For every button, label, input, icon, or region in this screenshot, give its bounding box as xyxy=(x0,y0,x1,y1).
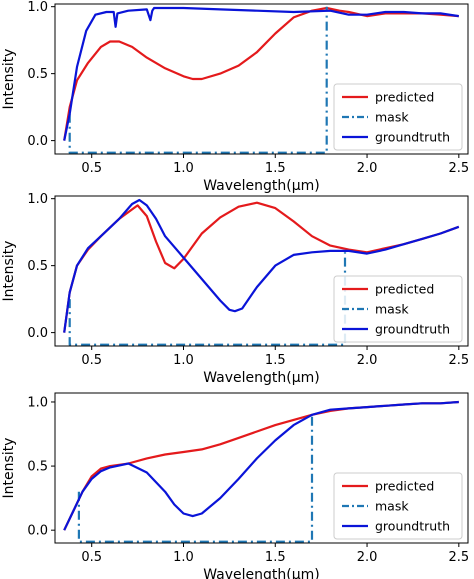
plot-frame xyxy=(54,195,469,347)
chart-1: 0.5 1.0 1.5 2.0 2.5 0.0 0.5 1.0 Wavelength(μm) In… xyxy=(1,0,469,194)
y-tick-label: 0.5 xyxy=(27,460,48,475)
legend: predicted mask groundtruth xyxy=(333,472,463,540)
x-tick-label: 2.0 xyxy=(357,550,378,565)
x-tick-label: 2.5 xyxy=(448,353,469,368)
legend: predicted mask groundtruth xyxy=(333,275,463,343)
chart-3: 0.5 1.0 1.5 2.0 2.5 0.0 0.5 1.0 Wavelength(μm) In… xyxy=(1,392,469,579)
series-line-mask xyxy=(68,252,347,346)
legend-label-predicted: predicted xyxy=(375,90,434,105)
y-tick-label: 0.0 xyxy=(27,524,48,539)
chart-2: 0.5 1.0 1.5 2.0 2.5 0.0 0.5 1.0 Wavelength(μm) In… xyxy=(1,192,469,386)
x-tick-label: 1.0 xyxy=(173,353,194,368)
plot-frame xyxy=(54,392,469,544)
series-line-predicted xyxy=(63,6,459,141)
legend-box xyxy=(333,83,463,151)
series-line-groundtruth xyxy=(63,198,460,333)
x-tick-label: 2.5 xyxy=(448,550,469,565)
x-axis-label: Wavelength(μm) xyxy=(203,178,320,194)
legend-label-mask: mask xyxy=(375,302,409,317)
x-tick-label: 2.5 xyxy=(448,161,469,176)
series-line-mask xyxy=(68,6,328,154)
legend-label-groundtruth: groundtruth xyxy=(375,322,450,337)
legend-label-predicted: predicted xyxy=(375,282,434,297)
x-axis-label: Wavelength(μm) xyxy=(203,370,320,386)
x-tick-label: 1.0 xyxy=(173,161,194,176)
x-axis-label: Wavelength(μm) xyxy=(203,567,320,579)
x-tick-label: 0.5 xyxy=(81,161,102,176)
legend-label-groundtruth: groundtruth xyxy=(375,519,450,534)
series-line-groundtruth xyxy=(63,6,459,141)
y-tick-label: 0.0 xyxy=(27,134,48,149)
x-tick-label: 2.0 xyxy=(357,353,378,368)
y-axis-label: Intensity xyxy=(1,438,17,499)
legend-box xyxy=(333,472,463,540)
y-tick-label: 0.5 xyxy=(27,259,48,274)
series-line-mask xyxy=(77,414,314,543)
x-tick-label: 1.0 xyxy=(173,550,194,565)
y-tick-label: 1.0 xyxy=(27,0,48,15)
x-tick-label: 0.5 xyxy=(81,353,102,368)
legend-label-mask: mask xyxy=(375,110,409,125)
y-axis-label: Intensity xyxy=(1,241,17,302)
legend-label-predicted: predicted xyxy=(375,479,434,494)
legend-label-mask: mask xyxy=(375,499,409,514)
x-tick-label: 2.0 xyxy=(357,161,378,176)
y-tick-label: 1.0 xyxy=(27,192,48,207)
legend: predicted mask groundtruth xyxy=(333,83,463,151)
plot-frame xyxy=(54,3,469,155)
x-tick-label: 1.5 xyxy=(265,353,286,368)
legend-box xyxy=(333,275,463,343)
y-axis-label: Intensity xyxy=(1,49,17,110)
y-tick-label: 0.0 xyxy=(27,326,48,341)
x-tick-label: 1.5 xyxy=(265,161,286,176)
series-line-groundtruth xyxy=(63,400,459,531)
x-tick-label: 1.5 xyxy=(265,550,286,565)
y-tick-label: 1.0 xyxy=(27,395,48,410)
y-tick-label: 0.5 xyxy=(27,67,48,82)
legend-label-groundtruth: groundtruth xyxy=(375,130,450,145)
x-tick-label: 0.5 xyxy=(81,550,102,565)
